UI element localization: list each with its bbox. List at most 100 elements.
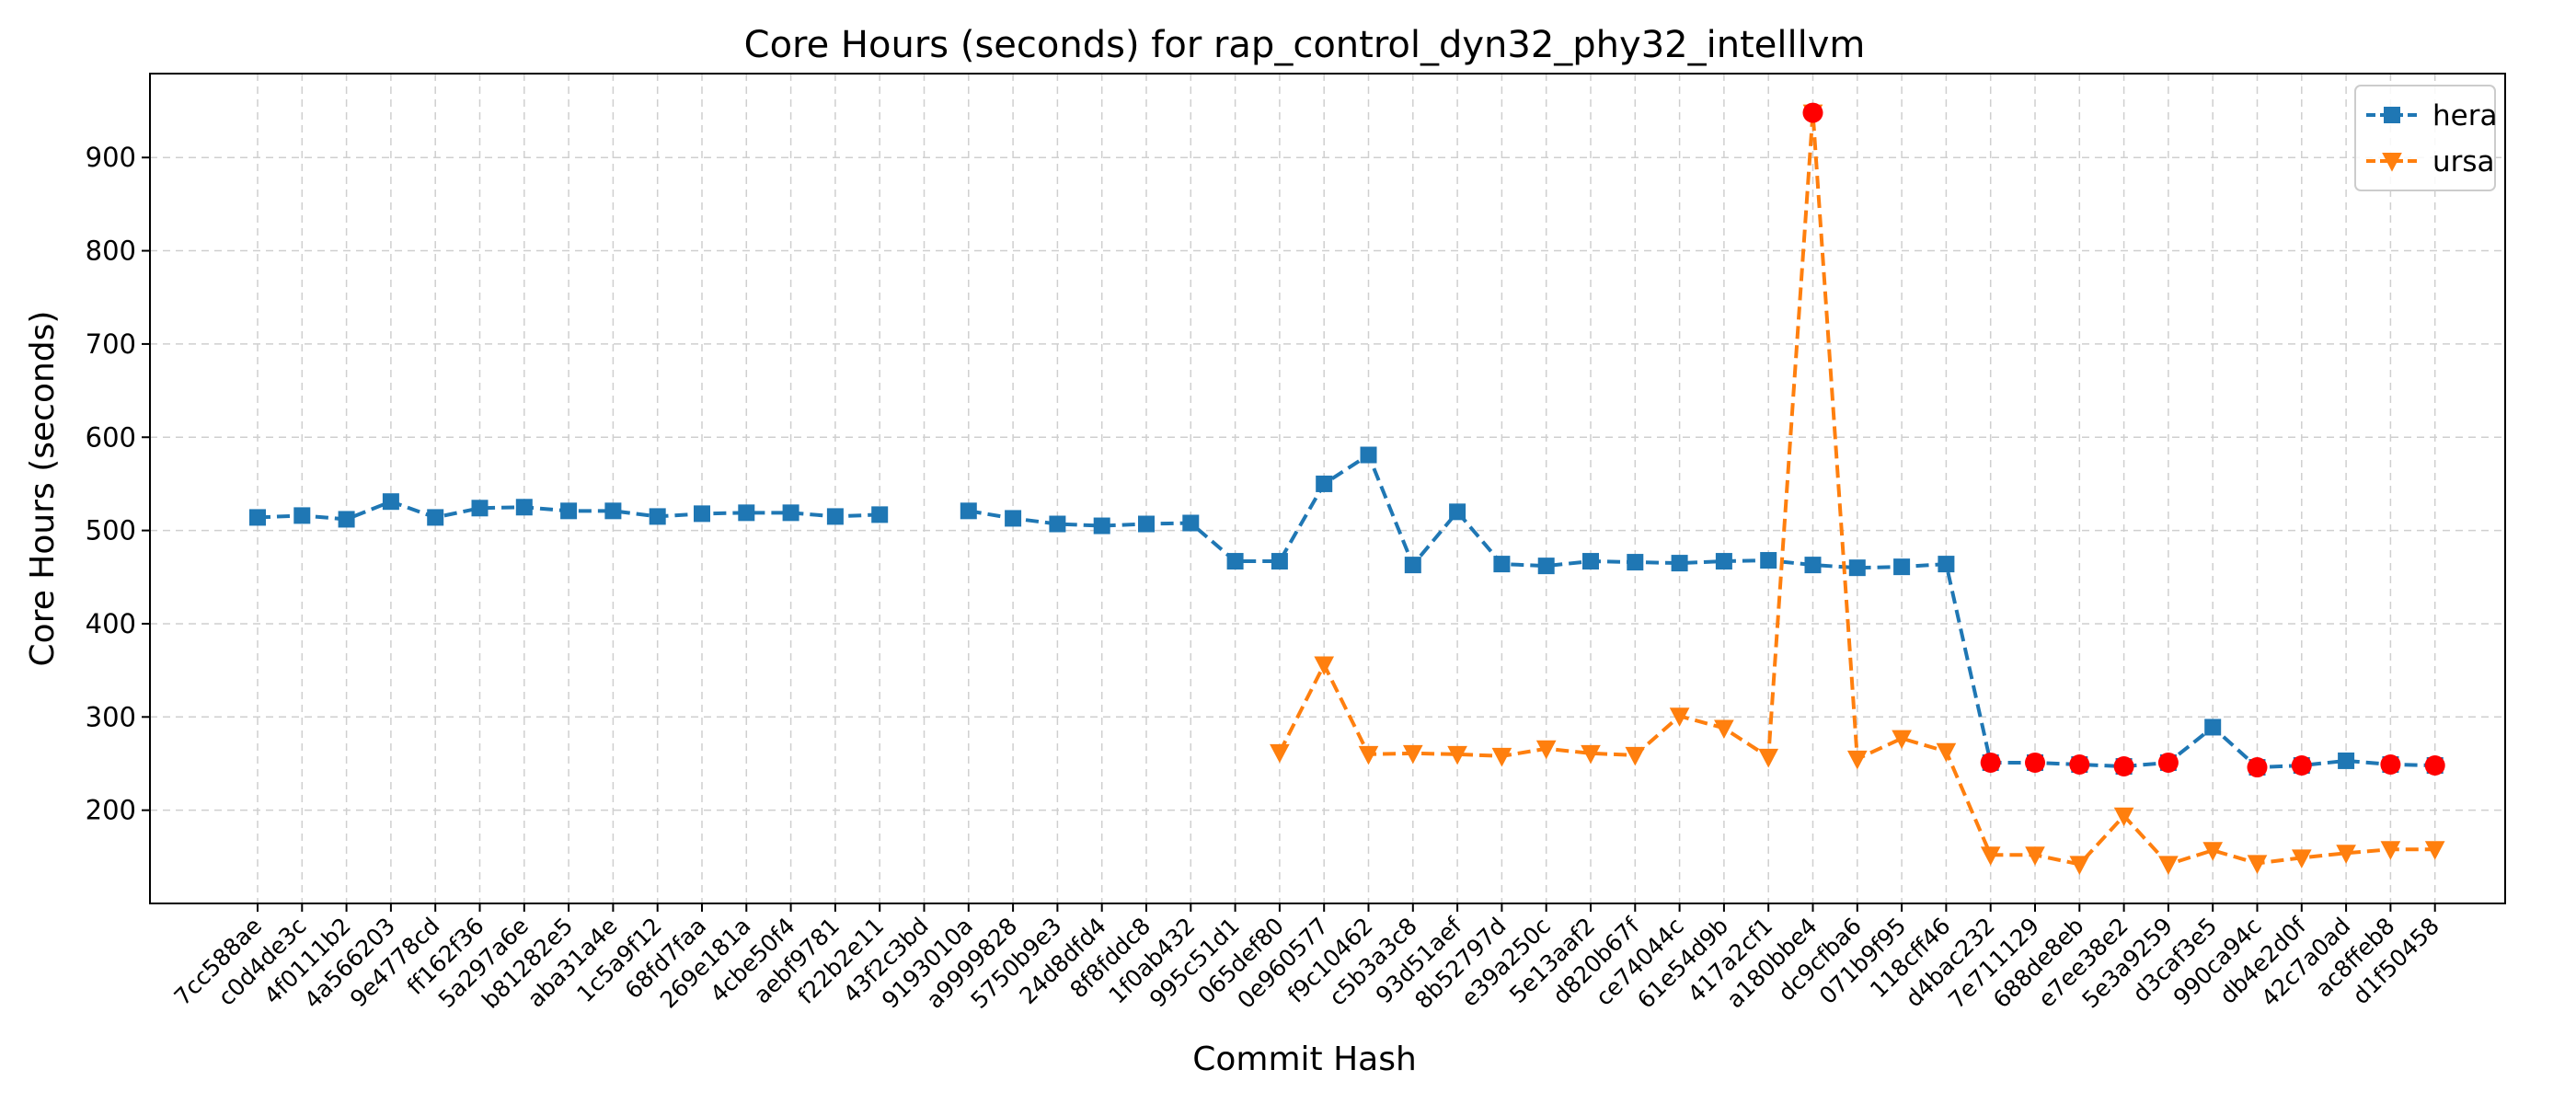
highlight-point bbox=[2157, 752, 2179, 773]
point-hera bbox=[1360, 446, 1377, 464]
point-hera bbox=[1582, 553, 1599, 570]
point-ursa bbox=[1936, 742, 1957, 763]
y-tick-label: 800 bbox=[86, 236, 136, 267]
plot-frame bbox=[149, 73, 2506, 904]
legend-marker-ursa bbox=[2382, 153, 2402, 172]
point-ursa bbox=[1270, 743, 1290, 764]
point-ursa bbox=[2069, 856, 2090, 876]
point-hera bbox=[1671, 555, 1688, 572]
point-hera bbox=[782, 504, 799, 522]
point-ursa bbox=[2158, 856, 2179, 876]
point-hera bbox=[515, 499, 533, 516]
point-ursa bbox=[1846, 750, 1868, 770]
point-hera bbox=[293, 507, 311, 524]
y-tick-label: 900 bbox=[86, 142, 136, 173]
point-hera bbox=[1804, 557, 1822, 574]
point-ursa bbox=[1714, 719, 1734, 740]
highlight-point bbox=[2380, 753, 2401, 775]
highlight-point bbox=[2247, 757, 2268, 778]
y-axis-label: Core Hours (seconds) bbox=[24, 311, 62, 667]
point-ursa bbox=[1447, 745, 1467, 765]
highlight-point bbox=[2069, 753, 2090, 775]
point-hera bbox=[1182, 514, 1200, 532]
y-tick-label: 200 bbox=[86, 795, 136, 826]
point-ursa bbox=[1358, 745, 1379, 765]
series-line-hera bbox=[968, 453, 2435, 770]
point-ursa bbox=[1980, 846, 2001, 866]
point-hera bbox=[471, 500, 489, 517]
point-hera bbox=[1049, 515, 1066, 533]
point-hera bbox=[2338, 752, 2355, 769]
highlight-point bbox=[1980, 752, 2001, 773]
point-ursa bbox=[1581, 744, 1601, 765]
y-tick-label: 300 bbox=[86, 701, 136, 732]
y-tick-label: 700 bbox=[86, 328, 136, 360]
x-axis-label: Commit Hash bbox=[1192, 1041, 1417, 1078]
point-hera bbox=[382, 493, 399, 511]
point-hera bbox=[1093, 517, 1110, 535]
highlight-layer bbox=[1802, 102, 2445, 778]
point-hera bbox=[2204, 719, 2222, 736]
point-hera bbox=[560, 502, 578, 520]
point-ursa bbox=[1758, 748, 1779, 768]
point-ursa bbox=[2336, 845, 2356, 864]
point-hera bbox=[738, 504, 755, 522]
y-tick-label: 600 bbox=[86, 421, 136, 453]
point-ursa bbox=[1625, 746, 1646, 766]
point-hera bbox=[1226, 553, 1244, 570]
highlight-point bbox=[2025, 752, 2045, 773]
point-ursa bbox=[1491, 747, 1512, 767]
point-ursa bbox=[1402, 744, 1423, 765]
chart-title: Core Hours (seconds) for rap_control_dyn… bbox=[744, 24, 1866, 66]
point-ursa bbox=[1669, 707, 1690, 727]
point-ursa bbox=[2291, 849, 2312, 868]
point-hera bbox=[649, 508, 666, 525]
y-axis-ticks: 200 300 400 500 600 700 800 900 bbox=[86, 142, 150, 826]
point-hera bbox=[1627, 554, 1644, 571]
point-hera bbox=[1848, 559, 1866, 577]
point-hera bbox=[427, 509, 444, 526]
point-hera bbox=[1005, 510, 1022, 527]
legend-marker-hera bbox=[2384, 107, 2400, 123]
x-axis-ticks: 7cc588aec0d4de3c4f0111b24a5662039e4778cd… bbox=[169, 903, 2444, 1014]
point-ursa bbox=[1892, 730, 1912, 750]
point-hera bbox=[1938, 556, 1955, 573]
highlight-point bbox=[2113, 756, 2134, 777]
grid-layer bbox=[150, 74, 2505, 903]
point-ursa bbox=[2380, 841, 2401, 860]
point-hera bbox=[1271, 553, 1288, 570]
point-ursa bbox=[2424, 841, 2445, 860]
point-ursa bbox=[2202, 842, 2224, 861]
point-hera bbox=[1449, 503, 1466, 521]
point-hera bbox=[1760, 552, 1777, 569]
point-ursa bbox=[1314, 656, 1335, 676]
highlight-point bbox=[2291, 755, 2312, 776]
legend: hera ursa bbox=[2354, 85, 2497, 191]
point-hera bbox=[1715, 553, 1732, 570]
highlight-point bbox=[2424, 755, 2445, 776]
point-hera bbox=[1138, 515, 1155, 533]
point-hera bbox=[871, 506, 889, 523]
point-hera bbox=[1316, 475, 1333, 492]
point-hera bbox=[960, 502, 977, 520]
point-hera bbox=[694, 505, 710, 523]
point-hera bbox=[826, 508, 844, 525]
point-ursa bbox=[2247, 855, 2268, 874]
series-layer bbox=[249, 104, 2445, 876]
point-ursa bbox=[1535, 740, 1557, 760]
point-ursa bbox=[2025, 846, 2045, 866]
y-tick-label: 400 bbox=[86, 608, 136, 639]
point-hera bbox=[249, 509, 266, 526]
point-hera bbox=[338, 511, 355, 528]
point-ursa bbox=[2113, 807, 2134, 827]
legend-label-hera: hera bbox=[2432, 99, 2497, 132]
y-tick-label: 500 bbox=[86, 515, 136, 546]
legend-label-ursa: ursa bbox=[2432, 145, 2495, 178]
point-hera bbox=[604, 502, 622, 520]
point-hera bbox=[1404, 557, 1421, 574]
highlight-point bbox=[1802, 102, 1823, 123]
point-hera bbox=[1493, 556, 1511, 573]
point-hera bbox=[1893, 558, 1911, 576]
point-hera bbox=[1537, 558, 1555, 575]
